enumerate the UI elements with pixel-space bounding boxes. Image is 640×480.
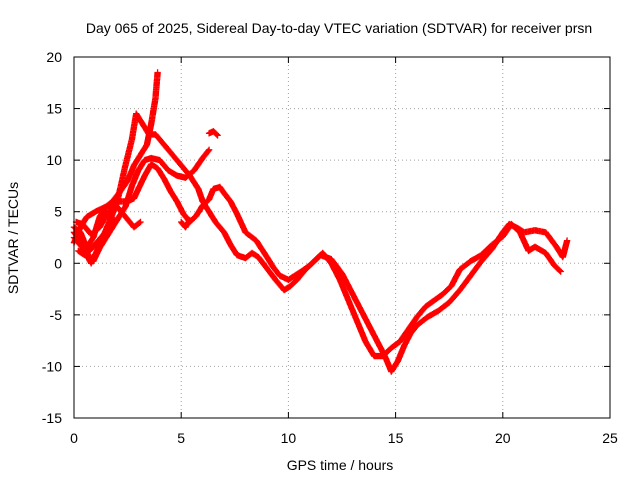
marker-path [72,203,144,238]
marker-path [70,161,571,375]
series-trace-f [75,216,118,259]
y-tick-label: 10 [46,152,62,168]
x-tick-label: 10 [281,430,297,446]
x-axis-label: GPS time / hours [287,457,394,473]
grid-lines [74,57,610,418]
plot-frame [73,56,611,419]
x-tick-label: 5 [177,430,185,446]
marker-path [178,216,193,231]
y-tick-label: 15 [46,101,62,117]
x-tick-label: 15 [388,430,404,446]
x-tick-label: 25 [602,430,618,446]
x-tick-label: 0 [70,430,78,446]
marker-path [75,216,118,259]
chart-title: Day 065 of 2025, Sidereal Day-to-day VTE… [86,20,592,36]
y-tick-label: -10 [42,358,62,374]
y-tick-label: -5 [50,307,63,323]
axis-ticks: 0 5 10 15 20 25 -15 -10 -5 0 5 10 15 20 [42,49,618,446]
series-trace-g [178,216,193,231]
series-trace-h [205,128,221,139]
y-axis-label: SDTVAR / TECUs [5,182,21,294]
y-tick-label: -15 [42,410,62,426]
y-tick-label: 0 [54,255,62,271]
data-points [70,69,571,375]
y-tick-label: 5 [54,204,62,220]
series-trace-e [72,203,144,238]
series-trace-b [70,161,571,375]
y-tick-label: 20 [46,49,62,65]
marker-path [205,128,221,139]
x-tick-label: 20 [495,430,511,446]
